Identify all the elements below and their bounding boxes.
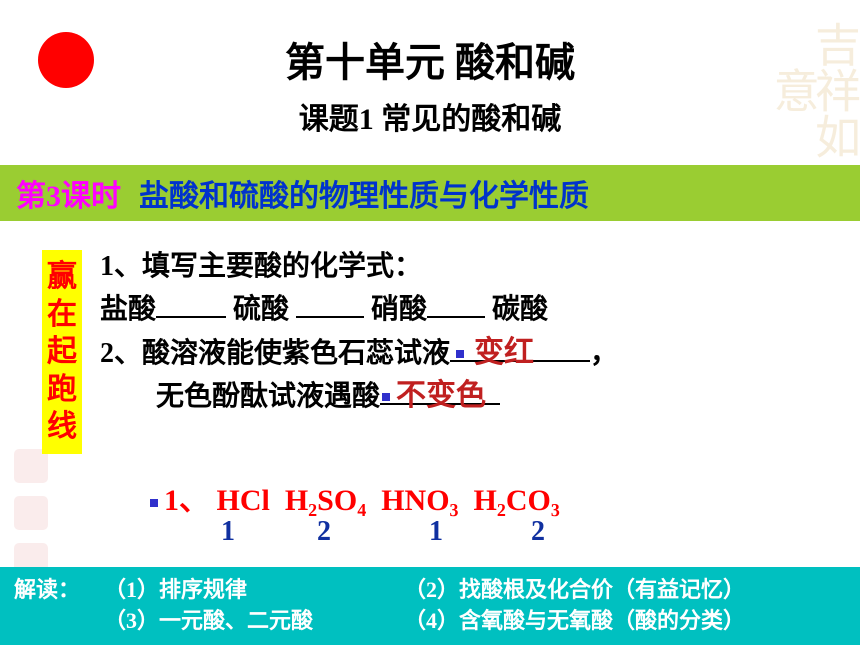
answer-2: 不变色 (396, 373, 486, 420)
watermark-bottom-left (10, 445, 90, 565)
footer-item-4: （4）含氧酸与无氧酸（酸的分类） (404, 606, 846, 637)
lesson-topic: 盐酸和硫酸的物理性质与化学性质 (139, 171, 589, 215)
lesson-bar: 第3课时 盐酸和硫酸的物理性质与化学性质 (0, 165, 860, 221)
formula-h2co3: H₂CO₃ (474, 484, 560, 517)
side-column: 赢在起跑线 (42, 250, 82, 454)
oxidation-numbers: 1 2 1 2 (150, 516, 583, 548)
footer-item-1: （1）排序规律 (104, 575, 404, 606)
question-2-line2: 无色酚酞试液遇酸不变色 (100, 375, 820, 418)
footer-label: 解读： (14, 575, 104, 606)
footer-item-3: （3）一元酸、二元酸 (104, 606, 404, 637)
question-1-items: 盐酸 硫酸 硝酸 碳酸 (100, 288, 820, 331)
footer-item-2: （2）找酸根及化合价（有益记忆） (404, 575, 846, 606)
formulas-row: 1、 HCl H₂SO₄ HNO₃ H₂CO₃ (150, 475, 560, 519)
sub-title: 课题1 常见的酸和碱 (0, 94, 860, 138)
formula-h2so4: H₂SO₄ (285, 484, 366, 517)
question-2-line1: 2、酸溶液能使紫色石蕊试液变红， (100, 332, 820, 375)
question-1-lead: 1、填写主要酸的化学式： (100, 245, 820, 288)
answer-1: 变红 (474, 330, 534, 377)
title-block: 第十单元 酸和碱 课题1 常见的酸和碱 (0, 30, 860, 138)
footer-bar: 解读： （1）排序规律 （2）找酸根及化合价（有益记忆） （3）一元酸、二元酸 … (0, 567, 860, 645)
formula-hcl: HCl (217, 484, 270, 517)
main-title: 第十单元 酸和碱 (0, 30, 860, 88)
content-block: 1、填写主要酸的化学式： 盐酸 硫酸 硝酸 碳酸 2、酸溶液能使紫色石蕊试液变红… (100, 245, 820, 419)
lesson-number: 第3课时 (16, 171, 121, 215)
formula-hno3: HNO₃ (381, 484, 458, 517)
